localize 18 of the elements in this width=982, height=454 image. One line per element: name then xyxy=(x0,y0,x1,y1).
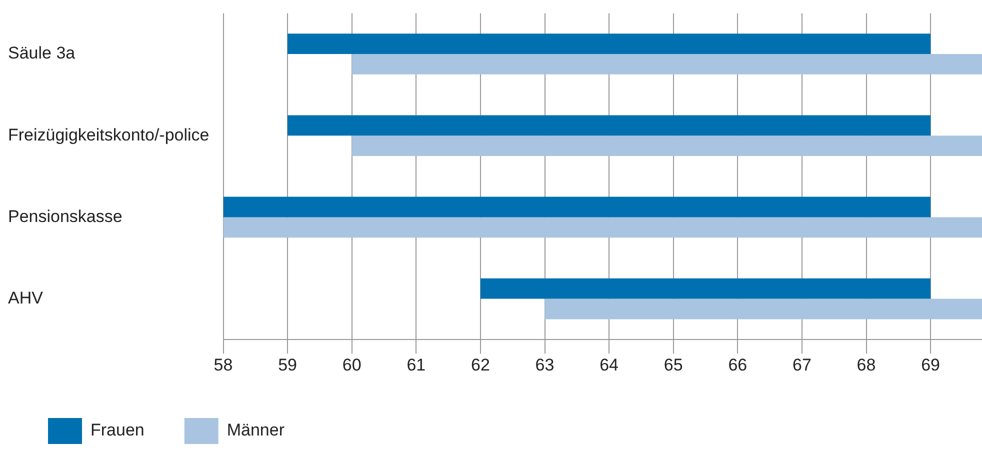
y-tick-label: AHV xyxy=(8,288,44,308)
legend-label: Frauen xyxy=(90,420,144,440)
x-tick-label: 67 xyxy=(792,355,812,374)
x-tick-label: 68 xyxy=(856,355,876,374)
x-tick-label: 60 xyxy=(342,355,362,374)
x-tick-label: 63 xyxy=(535,355,554,374)
legend-label: Männer xyxy=(226,420,285,440)
x-tick-label: 64 xyxy=(600,355,619,374)
x-tick-label: 69 xyxy=(921,355,940,374)
x-tick-label: 61 xyxy=(406,355,426,374)
x-tick-label: 65 xyxy=(664,355,683,374)
x-tick-label: 58 xyxy=(214,355,233,374)
y-tick-label: Pensionskasse xyxy=(8,206,122,226)
x-tick-label: 59 xyxy=(278,355,298,374)
x-tick-label: 66 xyxy=(728,355,748,374)
y-tick-label: Freizügigkeitskonto/-police xyxy=(8,125,210,144)
x-tick-label: 62 xyxy=(471,355,490,374)
y-tick-label: Säule 3a xyxy=(8,44,76,63)
